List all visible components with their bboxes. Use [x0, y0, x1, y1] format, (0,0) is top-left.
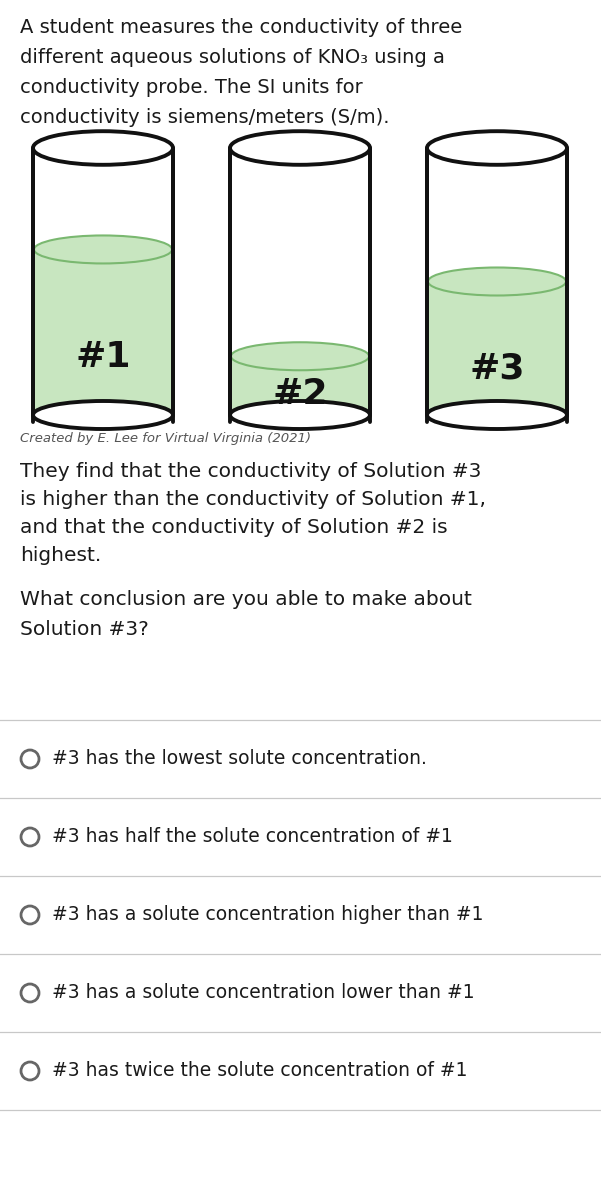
- Text: #2: #2: [272, 378, 328, 412]
- Ellipse shape: [33, 401, 173, 428]
- Ellipse shape: [33, 131, 173, 164]
- Text: and that the conductivity of Solution #2 is: and that the conductivity of Solution #2…: [20, 518, 448, 538]
- Text: #1: #1: [75, 340, 131, 374]
- Ellipse shape: [230, 401, 370, 428]
- Text: #3 has a solute concentration lower than #1: #3 has a solute concentration lower than…: [52, 984, 475, 1002]
- Text: is higher than the conductivity of Solution #1,: is higher than the conductivity of Solut…: [20, 490, 486, 509]
- Bar: [231, 356, 369, 415]
- Text: #3: #3: [469, 352, 525, 385]
- Text: What conclusion are you able to make about: What conclusion are you able to make abo…: [20, 590, 472, 608]
- Text: Created by E. Lee for Virtual Virginia (2021): Created by E. Lee for Virtual Virginia (…: [20, 432, 311, 445]
- Text: #3 has a solute concentration higher than #1: #3 has a solute concentration higher tha…: [52, 906, 483, 924]
- Text: A student measures the conductivity of three: A student measures the conductivity of t…: [20, 18, 462, 37]
- Text: #3 has the lowest solute concentration.: #3 has the lowest solute concentration.: [52, 750, 427, 768]
- Ellipse shape: [427, 131, 567, 164]
- Text: conductivity probe. The SI units for: conductivity probe. The SI units for: [20, 78, 363, 97]
- Ellipse shape: [428, 268, 566, 295]
- Ellipse shape: [34, 235, 172, 264]
- Ellipse shape: [230, 131, 370, 164]
- Ellipse shape: [427, 401, 567, 428]
- Text: Solution #3?: Solution #3?: [20, 620, 149, 638]
- Bar: [34, 250, 172, 415]
- Ellipse shape: [231, 342, 369, 371]
- Text: #3 has twice the solute concentration of #1: #3 has twice the solute concentration of…: [52, 1062, 468, 1080]
- Text: conductivity is siemens/meters (S/m).: conductivity is siemens/meters (S/m).: [20, 108, 389, 127]
- Text: different aqueous solutions of KNO₃ using a: different aqueous solutions of KNO₃ usin…: [20, 48, 445, 67]
- Text: #3 has half the solute concentration of #1: #3 has half the solute concentration of …: [52, 828, 453, 846]
- Text: highest.: highest.: [20, 546, 101, 565]
- Bar: [428, 282, 566, 415]
- Text: They find that the conductivity of Solution #3: They find that the conductivity of Solut…: [20, 462, 481, 481]
